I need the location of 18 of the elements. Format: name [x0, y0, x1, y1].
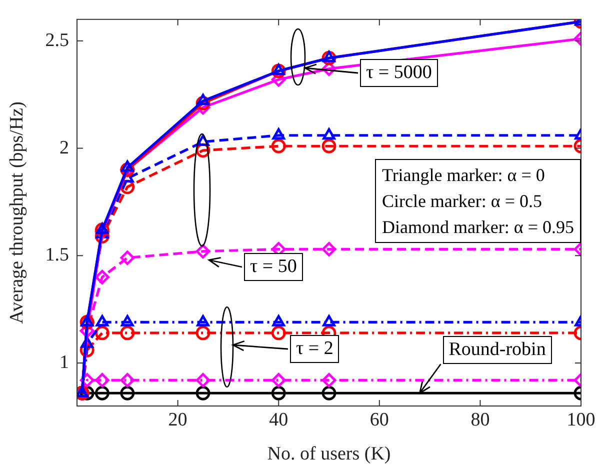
y-tick-label: 1 [60, 352, 69, 374]
y-axis-title: Average throughput (bps/Hz) [6, 102, 28, 324]
y-tick-label: 2 [60, 137, 69, 158]
x-tick-label: 60 [370, 409, 389, 430]
annotation: τ = 2 [290, 335, 340, 363]
annotation: Triangle marker: α = 0 [382, 164, 546, 188]
x-tick-label: 40 [269, 409, 288, 430]
annotation: Round-robin [442, 336, 552, 364]
y-tick-label: 2.5 [45, 30, 69, 51]
x-axis-title: No. of users (K) [267, 444, 391, 465]
annotation: τ = 5000 [360, 59, 438, 87]
y-tick-label: 1.5 [45, 244, 69, 266]
annotation: τ = 50 [244, 253, 303, 281]
x-tick-label: 100 [566, 409, 596, 430]
annotation: Circle marker: α = 0.5 [382, 190, 543, 214]
annotation: Diamond marker: α = 0.95 [382, 216, 574, 240]
x-tick-label: 20 [168, 409, 188, 430]
x-tick-label: 80 [470, 409, 490, 430]
